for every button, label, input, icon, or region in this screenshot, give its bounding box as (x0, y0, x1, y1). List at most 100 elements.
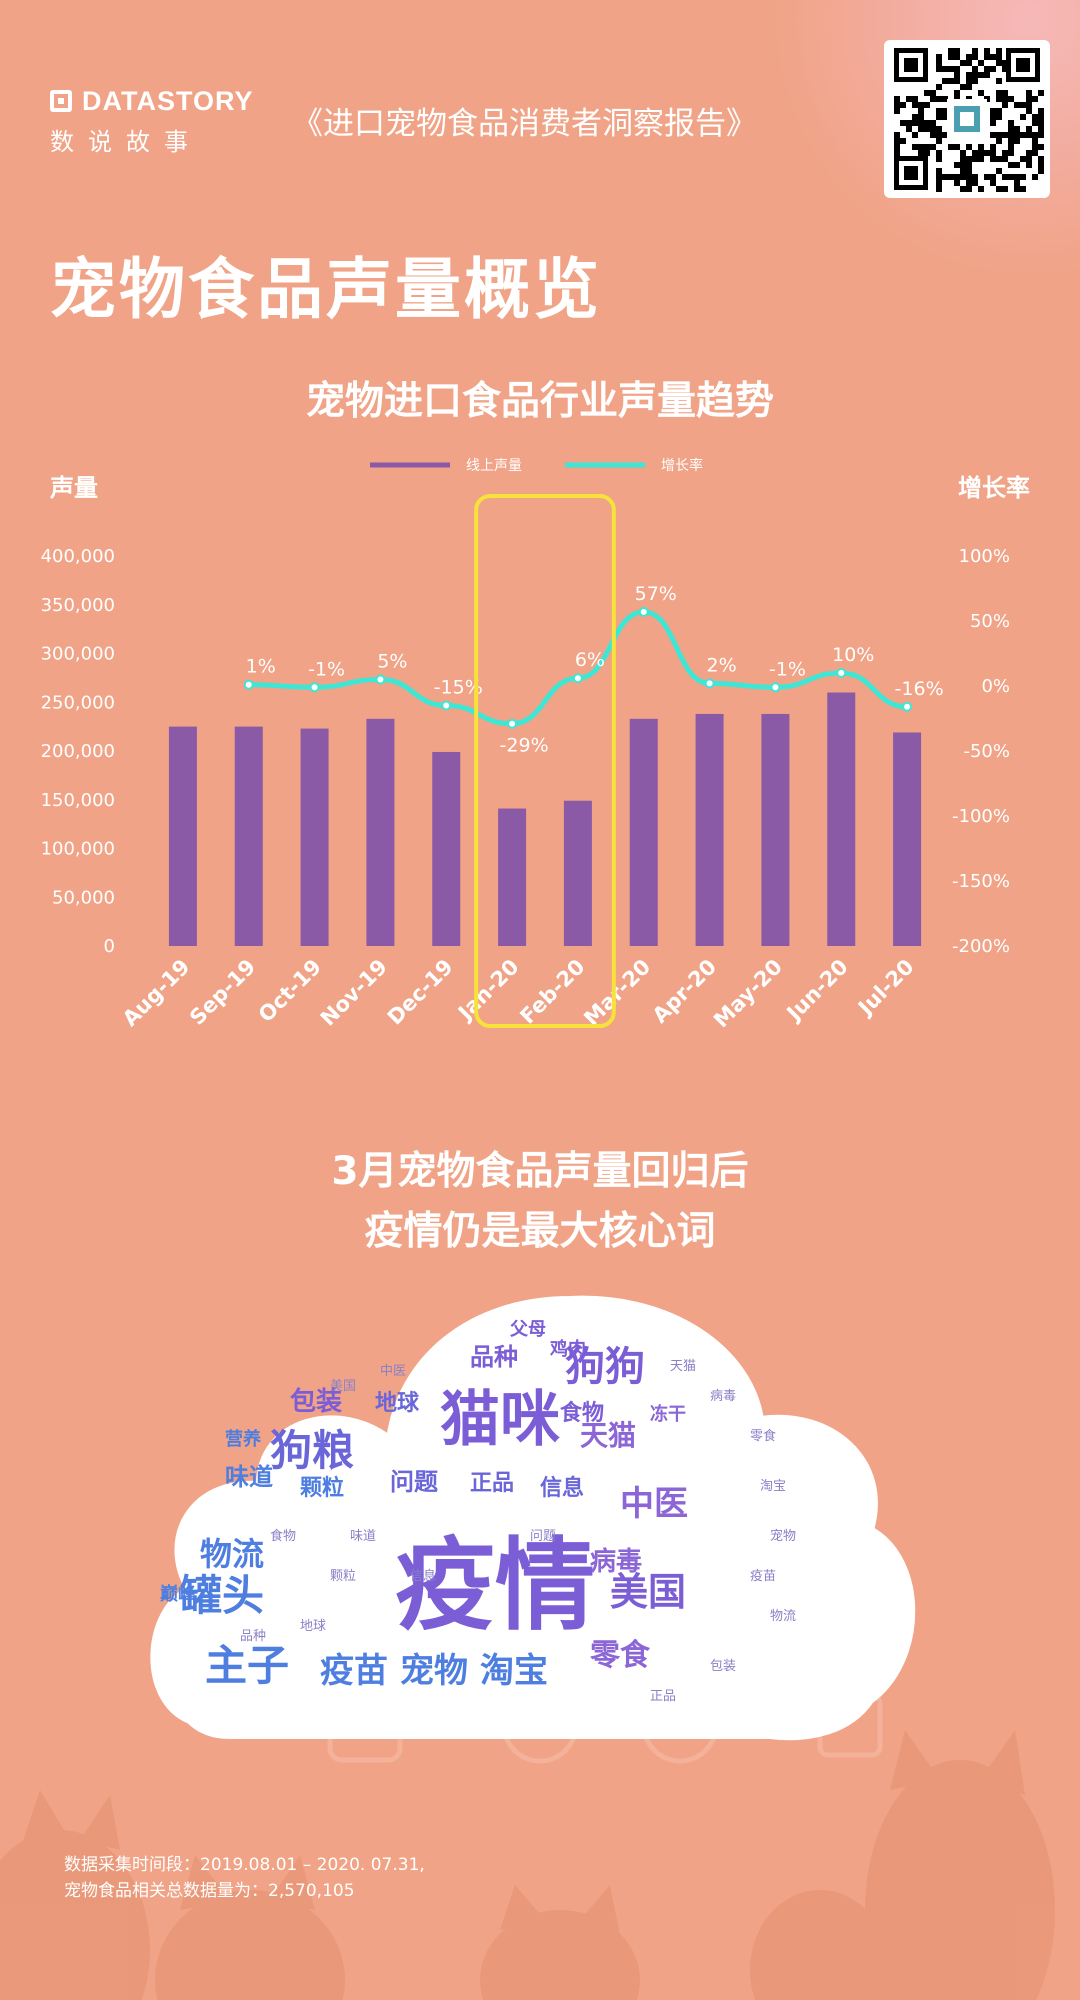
x-tick-label: Jan-20 (452, 955, 523, 1026)
legend-label-volume: 线上声量 (466, 458, 522, 474)
volume-trend-chart: 线上声量 增长率 声量 增长率 0 50,000 100,000 150,000 200… (41, 457, 1030, 1033)
bar (300, 728, 329, 946)
cloud-word: 品种 (470, 1343, 518, 1371)
cloud-word: 淘宝 (480, 1651, 548, 1691)
y-right-tick-label: 100% (959, 546, 1010, 567)
cloud-word: 中医 (620, 1484, 688, 1524)
cloud-word: 地球 (375, 1391, 420, 1416)
report-title: 《进口宠物食品消费者洞察报告》 (292, 106, 757, 142)
growth-data-label: 6% (575, 649, 605, 671)
growth-point (375, 674, 386, 685)
subtitle-line-1: 3月宠物食品声量回归后 (331, 1149, 749, 1194)
cloud-word: 冻干 (650, 1403, 686, 1425)
cloud-word: 物流 (200, 1535, 264, 1573)
bar (563, 800, 592, 946)
bar (695, 713, 724, 946)
y-right-tick-label: -50% (963, 741, 1010, 762)
growth-data-label: -1% (769, 658, 806, 680)
growth-data-label: -16% (895, 678, 944, 700)
growth-point (572, 673, 583, 684)
cloud-word: 信息 (540, 1475, 584, 1501)
bar (168, 726, 197, 946)
cloud-word-small: 天猫 (670, 1359, 696, 1374)
y-axis-left-label: 声量 (49, 474, 98, 502)
growth-point (309, 682, 320, 693)
x-tick-label: Feb-20 (515, 955, 589, 1029)
y-right-tick-label: 0% (981, 676, 1010, 697)
x-tick-label: Aug-19 (118, 955, 195, 1032)
y-axis-right-ticks: -200% -150% -100% -50% 0% 50% 100% (952, 546, 1010, 957)
logo-text-cn: 数说故事 (50, 128, 202, 156)
cloud-word-small: 颗粒 (330, 1569, 356, 1584)
cloud-word-small: 味道 (350, 1529, 376, 1544)
cloud-word: 疫苗 (320, 1651, 388, 1691)
y-left-tick-label: 0 (104, 936, 115, 957)
cloud-word: 罐头 (180, 1571, 264, 1620)
x-axis-labels: Aug-19Sep-19Oct-19Nov-19Dec-19Jan-20Feb-… (118, 955, 919, 1033)
y-right-tick-label: -100% (952, 806, 1010, 827)
chart-legend: 线上声量 增长率 (370, 457, 703, 474)
cloud-shape (150, 1295, 916, 1741)
y-left-tick-label: 50,000 (52, 887, 115, 908)
logo-text-en: DATASTORY (82, 86, 254, 116)
growth-point (507, 718, 518, 729)
y-left-tick-label: 100,000 (41, 839, 115, 860)
growth-data-label: 2% (707, 654, 737, 676)
bar (234, 726, 263, 946)
cloud-word-small: 地球 (300, 1619, 326, 1634)
cloud-word: 病毒 (590, 1547, 642, 1577)
y-left-tick-label: 200,000 (41, 741, 115, 762)
bar (432, 751, 461, 946)
bar (893, 732, 922, 946)
cloud-word: 零食 (590, 1638, 651, 1673)
x-tick-label: Jul-20 (852, 955, 918, 1021)
y-right-tick-label: -150% (952, 871, 1010, 892)
qr-code-icon (894, 48, 1044, 192)
subtitle-line-2: 疫情仍是最大核心词 (364, 1209, 716, 1254)
cloud-word: 天猫 (580, 1419, 636, 1452)
growth-point (902, 701, 913, 712)
cloud-word: 正品 (470, 1471, 514, 1496)
x-tick-label: May-20 (709, 955, 787, 1033)
cloud-word: 狗狗 (565, 1344, 645, 1390)
cloud-word: 宠物 (400, 1651, 468, 1691)
footnote-period: 数据采集时间段：2019.08.01 – 2020. 07.31, (64, 1855, 425, 1875)
cat-illustration (0, 1686, 1055, 2000)
x-tick-label: Oct-19 (254, 955, 326, 1027)
bar (366, 718, 395, 946)
growth-data-label: -29% (500, 735, 549, 757)
growth-point (704, 678, 715, 689)
bar-series (168, 692, 922, 946)
cloud-word-small: 物流 (770, 1609, 796, 1624)
cloud-word: 颗粒 (300, 1475, 344, 1501)
cloud-word: 鸡肉 (549, 1338, 586, 1360)
bar (498, 808, 527, 946)
cloud-word: 主子 (205, 1641, 289, 1690)
y-left-tick-label: 250,000 (41, 692, 115, 713)
qr-code[interactable] (884, 40, 1050, 198)
chart-title: 宠物进口食品行业声量趋势 (305, 379, 774, 424)
cloud-word-small: 食物 (270, 1528, 296, 1544)
y-axis-left-ticks: 0 50,000 100,000 150,000 200,000 250,000 300,0… (41, 546, 115, 957)
y-right-tick-label: -200% (952, 936, 1010, 957)
footnote-total: 宠物食品相关总数据量为：2,570,105 (64, 1881, 355, 1901)
cloud-word-small: 包装 (710, 1659, 736, 1674)
growth-point (836, 668, 847, 678)
x-tick-label: Sep-19 (185, 955, 260, 1030)
growth-point (770, 682, 781, 693)
highlight-box (474, 494, 616, 1028)
x-tick-label: Jun-20 (781, 955, 853, 1027)
cloud-word-small: 问题 (530, 1529, 556, 1544)
x-tick-label: Mar-20 (579, 955, 655, 1031)
y-axis-right-label: 增长率 (958, 474, 1030, 502)
growth-data-label: 5% (377, 651, 407, 673)
cloud-word: 巅峰 (160, 1583, 197, 1605)
growth-point (243, 679, 254, 690)
cloud-word-small: 美国 (330, 1379, 356, 1394)
growth-data-label: -1% (308, 658, 345, 680)
growth-data-label: 57% (635, 583, 677, 605)
bar (629, 718, 658, 946)
growth-point (441, 700, 452, 711)
